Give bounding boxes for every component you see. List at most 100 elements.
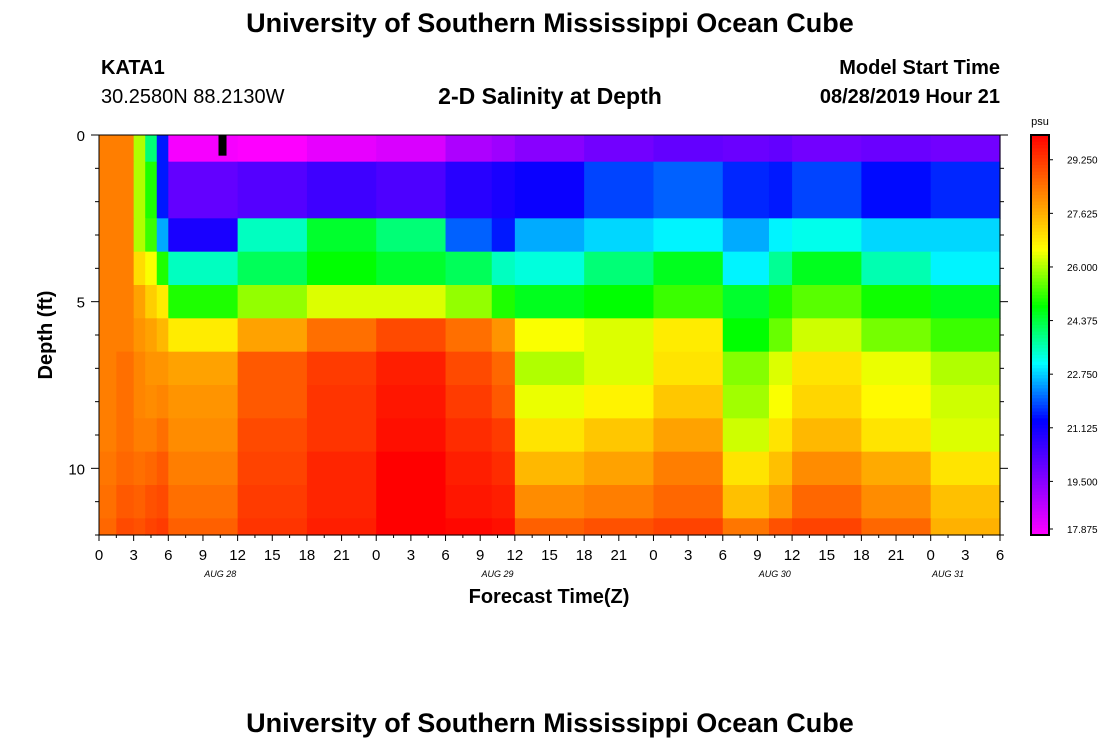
colorbar-tick-label: 26.000	[1067, 263, 1098, 274]
heatmap-cell	[861, 285, 932, 319]
heatmap-cell	[376, 351, 447, 386]
y-axis-label: Depth (ft)	[35, 291, 57, 380]
heatmap-cell	[861, 385, 932, 419]
colorbar-segment	[1031, 528, 1049, 533]
heatmap-cell	[930, 451, 1001, 486]
heatmap-cell	[156, 518, 169, 536]
heatmap-cell	[376, 451, 447, 486]
heatmap-cell	[133, 251, 146, 286]
heatmap-cell	[376, 251, 447, 286]
heatmap-cell	[237, 485, 308, 519]
colorbar-segment	[1031, 465, 1049, 469]
heatmap-cell	[156, 251, 169, 286]
colorbar-segment	[1031, 365, 1049, 369]
colorbar-segment	[1031, 498, 1049, 503]
heatmap-cell	[768, 351, 793, 386]
heatmap-cell	[722, 518, 770, 536]
colorbar-segment	[1031, 188, 1049, 193]
heatmap-cell	[145, 485, 158, 519]
heatmap-cell	[584, 418, 655, 453]
heatmap-cell	[145, 518, 158, 536]
colorbar-segment	[1031, 138, 1049, 143]
heatmap-cell	[930, 285, 1001, 319]
heatmap-cell	[514, 285, 585, 319]
heatmap-cell	[133, 161, 146, 219]
heatmap-cell	[768, 318, 793, 353]
heatmap-cell	[445, 251, 493, 286]
heatmap-cell	[237, 351, 308, 386]
heatmap-cell	[133, 451, 146, 486]
colorbar-segment	[1031, 281, 1049, 286]
missing-data-marker	[218, 135, 227, 156]
x-axis-label: Forecast Time(Z)	[469, 586, 630, 608]
date-label: AUG 29	[481, 569, 514, 579]
heatmap-cell	[116, 161, 135, 219]
heatmap-cell	[653, 161, 724, 219]
heatmap-cell	[237, 218, 308, 253]
heatmap-cell	[99, 385, 117, 419]
heatmap-cell	[99, 135, 117, 163]
colorbar-segment	[1031, 431, 1049, 436]
colorbar-segment	[1031, 421, 1049, 426]
heatmap-cell	[653, 418, 724, 453]
heatmap-cell	[306, 485, 377, 519]
x-tick-label: 6	[441, 547, 449, 564]
heatmap-cell	[768, 451, 793, 486]
heatmap-cell	[168, 451, 239, 486]
heatmap-cell	[376, 485, 447, 519]
colorbar-segment	[1031, 145, 1049, 149]
heatmap-cell	[861, 135, 932, 163]
heatmap-cell	[156, 135, 169, 163]
colorbar-segment	[1031, 318, 1049, 323]
heatmap-cell	[237, 385, 308, 419]
colorbar-segment	[1031, 151, 1049, 156]
heatmap-cell	[237, 451, 308, 486]
x-tick-label: 3	[961, 547, 969, 564]
heatmap-cell	[722, 485, 770, 519]
heatmap-cell	[168, 318, 239, 353]
heatmap-cell	[653, 451, 724, 486]
heatmap-cell	[156, 161, 169, 219]
heatmap-cell	[930, 418, 1001, 453]
colorbar-segment	[1031, 308, 1049, 313]
heatmap-cell	[653, 135, 724, 163]
heatmap-cell	[792, 135, 862, 163]
colorbar-segment	[1031, 395, 1049, 399]
heatmap-cell	[514, 451, 585, 486]
heatmap-cell	[445, 451, 493, 486]
colorbar-segment	[1031, 208, 1049, 213]
heatmap-cell	[99, 485, 117, 519]
colorbar-segment	[1031, 215, 1049, 219]
heatmap-cell	[168, 218, 239, 253]
colorbar-segment	[1031, 525, 1049, 529]
page-title: University of Southern Mississippi Ocean…	[246, 8, 854, 38]
colorbar-segment	[1031, 495, 1049, 499]
heatmap-cell	[792, 318, 862, 353]
heatmap-cell	[306, 251, 377, 286]
heatmap-cell	[722, 351, 770, 386]
heatmap-cell	[514, 135, 585, 163]
heatmap-cell	[306, 351, 377, 386]
colorbar-segment	[1031, 205, 1049, 209]
colorbar-segment	[1031, 235, 1049, 239]
colorbar-segment	[1031, 265, 1049, 269]
heatmap-cell	[792, 285, 862, 319]
heatmap-cell	[514, 351, 585, 386]
colorbar-segment	[1031, 165, 1049, 169]
colorbar-tick-label: 22.750	[1067, 370, 1098, 381]
heatmap-cell	[491, 318, 516, 353]
heatmap-cell	[445, 161, 493, 219]
heatmap-cell	[133, 385, 146, 419]
heatmap-cell	[116, 135, 135, 163]
heatmap-cell	[145, 418, 158, 453]
heatmap-cell	[653, 485, 724, 519]
colorbar-segment	[1031, 291, 1049, 296]
colorbar-segment	[1031, 385, 1049, 389]
heatmap-cell	[792, 418, 862, 453]
colorbar-segment	[1031, 228, 1049, 233]
heatmap-cell	[116, 251, 135, 286]
colorbar-segment	[1031, 351, 1049, 356]
x-tick-label: 0	[95, 547, 103, 564]
date-label: AUG 30	[758, 569, 791, 579]
heatmap-cell	[930, 518, 1001, 536]
